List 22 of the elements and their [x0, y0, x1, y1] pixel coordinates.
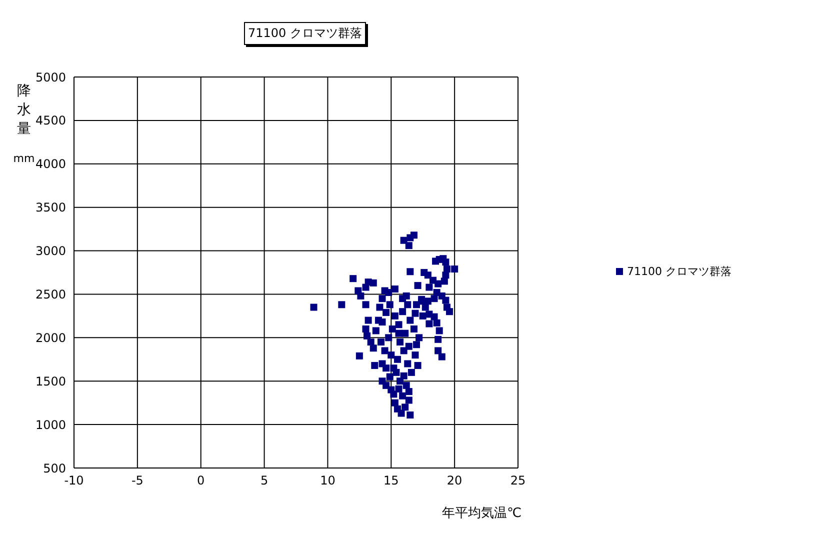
y-tick-label: 3000	[35, 244, 66, 258]
y-tick-label: 4000	[35, 157, 66, 172]
y-tick-label: 1500	[35, 374, 66, 388]
y-tick-label: 5000	[35, 70, 66, 84]
y-axis-title: 降水量 mm	[12, 82, 36, 167]
y-tick-label: 1000	[35, 418, 66, 432]
x-tick-label: 0	[197, 474, 205, 488]
y-tick-label: 4500	[35, 114, 66, 128]
x-tick-label: -5	[131, 474, 144, 488]
y-tick-label: 2000	[35, 330, 66, 345]
x-tick-label: 5	[260, 474, 268, 488]
legend-label: 71100 クロマツ群落	[627, 264, 732, 279]
chart-title: 71100 クロマツ群落	[244, 22, 366, 45]
x-tick-label: 20	[446, 474, 462, 488]
x-tick-label: 25	[510, 474, 526, 488]
x-tick-label: 15	[384, 474, 399, 488]
y-tick-label: 3500	[35, 200, 66, 215]
x-tick-label: 10	[320, 474, 336, 488]
y-tick-label: 2500	[35, 287, 66, 302]
y-tick-label: 500	[43, 461, 66, 476]
x-axis-title: 年平均気温℃	[442, 505, 522, 522]
x-tick-label: -10	[64, 474, 84, 488]
